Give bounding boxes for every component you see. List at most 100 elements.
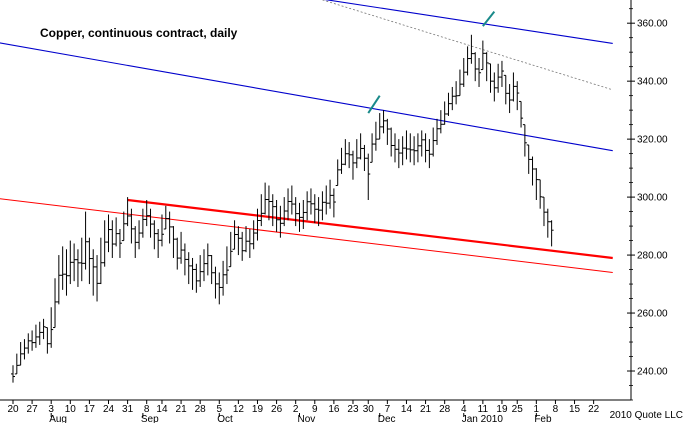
price-bar xyxy=(435,118,440,145)
price-bar xyxy=(156,228,161,258)
price-bar xyxy=(419,130,424,157)
price-bar xyxy=(396,139,401,169)
price-bar xyxy=(22,339,27,360)
price-bar xyxy=(64,249,69,296)
trend-line-upper-channel xyxy=(324,0,613,45)
price-bar xyxy=(511,72,516,102)
price-bar xyxy=(148,208,153,238)
price-bar xyxy=(545,208,550,238)
price-bar xyxy=(26,333,31,354)
x-tick-label: 9 xyxy=(312,404,318,415)
price-bar xyxy=(499,60,504,87)
price-bar xyxy=(106,214,111,253)
price-bar xyxy=(56,255,61,305)
y-tick-label: 260.00 xyxy=(637,309,668,320)
price-bar xyxy=(137,220,142,250)
price-bar xyxy=(316,197,321,227)
price-bar xyxy=(480,40,485,71)
x-tick-label: 12 xyxy=(233,404,245,415)
x-tick-label: 20 xyxy=(7,404,19,415)
price-bar xyxy=(30,330,35,351)
price-bar xyxy=(530,156,535,186)
price-bar xyxy=(534,168,539,200)
price-bar xyxy=(41,318,46,340)
x-tick-label: 24 xyxy=(103,404,115,415)
price-bar xyxy=(163,205,168,230)
x-tick-label: 17 xyxy=(84,404,96,415)
price-bar xyxy=(507,84,512,114)
price-bar xyxy=(167,211,172,244)
x-tick-label: 7 xyxy=(385,404,391,415)
price-bar xyxy=(68,240,73,285)
price-bar xyxy=(37,321,42,345)
price-bar xyxy=(324,185,329,215)
price-bar xyxy=(205,243,210,276)
price-bar xyxy=(477,57,482,87)
x-tick-label: 8 xyxy=(144,404,150,415)
price-bar xyxy=(232,220,237,250)
price-bar xyxy=(266,185,271,221)
x-tick-label: 31 xyxy=(122,404,134,415)
x-tick-label: 28 xyxy=(195,404,207,415)
month-label: Oct xyxy=(217,414,233,423)
y-tick-label: 300.00 xyxy=(637,193,668,204)
x-tick-label: 23 xyxy=(347,404,359,415)
price-bar xyxy=(312,194,317,224)
trend-line-support-thick xyxy=(127,198,613,260)
price-bar xyxy=(358,133,363,160)
price-bar xyxy=(442,101,447,125)
price-bar xyxy=(213,266,218,299)
price-bar xyxy=(87,237,92,285)
price-bar xyxy=(72,243,77,282)
x-tick-label: 25 xyxy=(512,404,524,415)
price-bar xyxy=(515,81,520,111)
markers-layer xyxy=(367,10,496,114)
price-bar xyxy=(259,194,264,227)
price-bar xyxy=(198,255,203,287)
price-bar xyxy=(415,133,420,163)
chart-title: Copper, continuous contract, daily xyxy=(40,26,238,40)
x-tick-label: 21 xyxy=(176,404,188,415)
peak-marker-dec xyxy=(367,95,381,114)
price-bar xyxy=(347,142,352,169)
price-bar xyxy=(381,110,386,134)
x-tick-label: 21 xyxy=(420,404,432,415)
x-tick-label: 22 xyxy=(588,404,600,415)
price-bar xyxy=(255,208,260,241)
x-tick-label: 3 xyxy=(48,404,54,415)
x-tick-label: 19 xyxy=(252,404,264,415)
price-bar xyxy=(45,327,50,354)
price-bar xyxy=(519,100,524,128)
price-bar xyxy=(11,365,15,383)
price-bar xyxy=(438,110,443,134)
price-bar xyxy=(331,188,336,218)
price-bar xyxy=(274,200,279,232)
price-bar xyxy=(182,243,187,276)
price-bar xyxy=(404,130,409,160)
price-bar xyxy=(244,226,249,253)
price-bar xyxy=(492,72,497,102)
price-bar xyxy=(102,220,107,267)
month-label: Jan 2010 xyxy=(462,414,504,423)
price-bar xyxy=(450,86,455,111)
price-bar xyxy=(152,220,157,250)
price-bar xyxy=(496,63,501,93)
price-bar xyxy=(129,208,134,244)
price-bar xyxy=(83,211,88,270)
price-bar xyxy=(91,249,96,296)
price-bar xyxy=(423,133,428,163)
y-tick-label: 360.00 xyxy=(637,19,668,30)
price-bar xyxy=(343,139,348,166)
price-bar xyxy=(194,263,199,293)
price-bar xyxy=(488,63,493,93)
price-bar xyxy=(228,231,233,268)
price-bar xyxy=(33,324,38,348)
price-bar xyxy=(114,217,119,247)
y-tick-label: 340.00 xyxy=(637,77,668,88)
price-bar xyxy=(339,147,344,174)
x-tick-label: 8 xyxy=(553,404,559,415)
price-bar xyxy=(125,197,130,227)
price-bar xyxy=(179,231,184,264)
price-bar xyxy=(461,57,466,87)
